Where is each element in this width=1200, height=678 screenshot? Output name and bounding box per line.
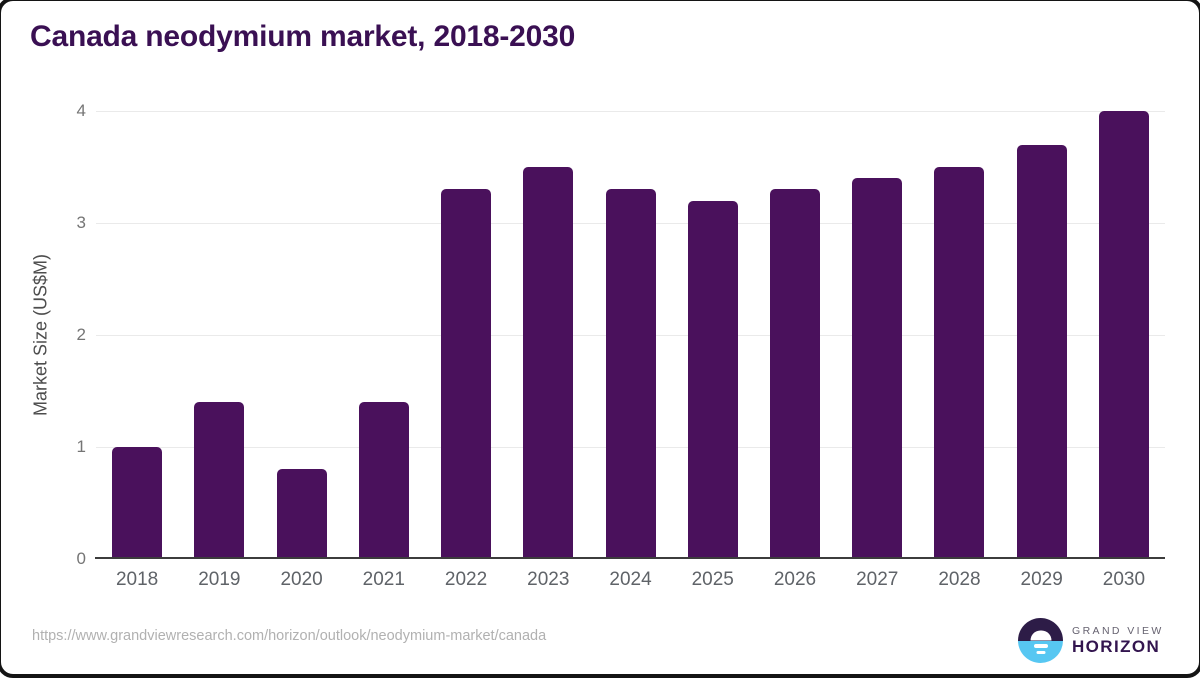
- bar-slot-2026: [754, 111, 836, 559]
- logo-wordmark: GRAND VIEW HORIZON: [1072, 625, 1164, 657]
- bar-slot-2023: [507, 111, 589, 559]
- x-tick-label-2019: 2019: [198, 569, 241, 590]
- bar-slot-2018: [96, 111, 178, 559]
- x-tick-label-2023: 2023: [527, 569, 570, 590]
- chart-title: Canada neodymium market, 2018-2030: [30, 20, 576, 53]
- logo-grand-view-text: GRAND VIEW: [1072, 624, 1164, 637]
- bar-slot-2021: [343, 111, 425, 559]
- bar-slot-2030: [1083, 111, 1165, 559]
- bar-slot-2028: [918, 111, 1000, 559]
- logo-sun-icon: [1030, 630, 1051, 641]
- bar-2026: [769, 189, 820, 559]
- logo-reflection-stripe: [1036, 650, 1045, 654]
- x-tick-label-2028: 2028: [938, 569, 981, 590]
- horizon-sun-logo-icon: [1018, 618, 1063, 663]
- source-url-text: https://www.grandviewresearch.com/horizo…: [32, 628, 547, 644]
- grand-view-horizon-logo: GRAND VIEW HORIZON: [1018, 618, 1164, 663]
- x-tick-label-2018: 2018: [115, 569, 159, 590]
- x-tick-label-2029: 2029: [1020, 569, 1063, 590]
- y-tick-label-2: 2: [76, 325, 86, 344]
- bar-2021: [358, 402, 409, 559]
- bar-slot-2020: [260, 111, 342, 559]
- bar-slot-2024: [589, 111, 671, 559]
- bar-2022: [441, 189, 492, 559]
- bar-slot-2019: [178, 111, 260, 559]
- bars-layer: [96, 111, 1165, 559]
- bar-2018: [112, 447, 163, 559]
- bar-slot-2027: [836, 111, 918, 559]
- bar-slot-2025: [672, 111, 754, 559]
- y-tick-label-0: 0: [76, 549, 86, 568]
- bar-2023: [523, 167, 574, 559]
- x-tick-label-2030: 2030: [1102, 569, 1146, 590]
- bar-2027: [852, 178, 903, 559]
- y-tick-label-1: 1: [76, 437, 86, 456]
- bar-2020: [276, 469, 327, 559]
- y-tick-label-4: 4: [76, 101, 86, 120]
- bar-slot-2029: [1001, 111, 1083, 559]
- logo-horizon-text: HORIZON: [1072, 636, 1161, 656]
- plot-area: [95, 111, 1165, 559]
- bar-slot-2022: [425, 111, 507, 559]
- bar-2024: [605, 189, 656, 559]
- gridline-4: [96, 111, 1165, 112]
- logo-reflection-stripe: [1033, 644, 1048, 648]
- bar-2029: [1016, 144, 1067, 559]
- bar-2028: [934, 167, 985, 559]
- x-axis-line: [95, 557, 1165, 559]
- logo-sky-half: [1018, 618, 1063, 641]
- x-tick-label-2020: 2020: [280, 569, 323, 590]
- bar-2019: [194, 402, 245, 559]
- bar-2030: [1098, 111, 1149, 559]
- x-tick-label-2024: 2024: [609, 569, 652, 590]
- x-tick-label-2025: 2025: [691, 569, 734, 590]
- bar-2025: [687, 200, 738, 559]
- x-tick-label-2026: 2026: [773, 569, 817, 590]
- x-tick-label-2022: 2022: [444, 569, 488, 590]
- x-tick-label-2027: 2027: [856, 569, 899, 590]
- x-axis-labels: 2018 2019 2020 2021 2022 2023 2024 2025 2026 2027…: [96, 569, 1165, 591]
- y-tick-label-3: 3: [76, 213, 86, 232]
- x-tick-label-2021: 2021: [362, 569, 405, 590]
